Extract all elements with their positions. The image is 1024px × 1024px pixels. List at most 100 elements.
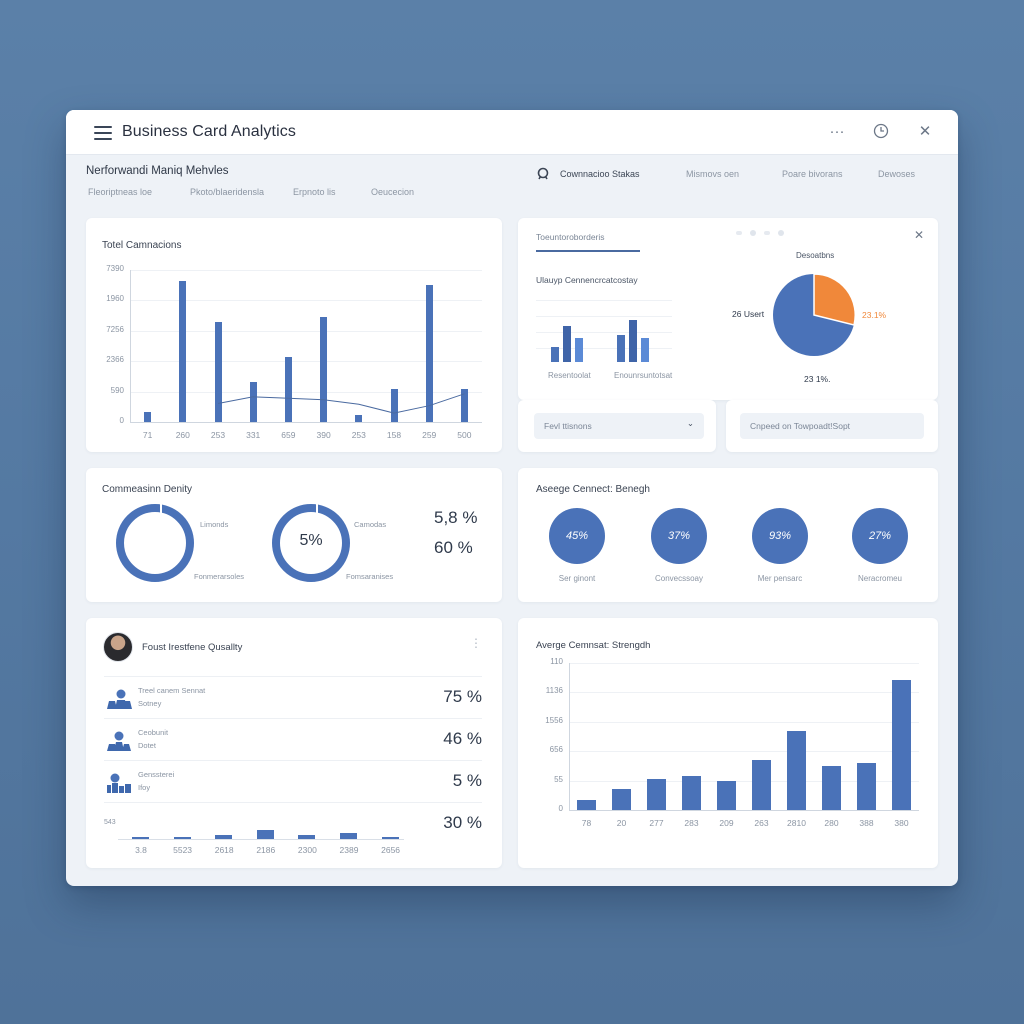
gridline	[569, 751, 919, 753]
card-subtitle: Ulauyp Cennencrcatcostay	[536, 275, 638, 285]
x-axis-label: 2656	[381, 845, 401, 855]
y-axis-label: 110	[550, 657, 563, 666]
bar	[752, 759, 771, 810]
y-axis-label: 590	[110, 385, 124, 395]
bar	[425, 284, 433, 422]
donut-chart	[116, 503, 194, 582]
tab-item[interactable]: Erpnoto lis	[293, 187, 336, 197]
card-title: Aseege Cennect: Benegh	[536, 484, 650, 495]
close-icon[interactable]: ✕	[913, 228, 924, 242]
users-icon	[107, 689, 132, 709]
y-axis	[569, 663, 570, 810]
chevron-down-icon: ⌄	[686, 418, 694, 428]
x-axis-label: 253	[210, 430, 226, 440]
pie-right-label: 23.1%	[862, 310, 887, 320]
team-chart-icon	[107, 773, 131, 793]
x-axis-label: 2300	[297, 845, 317, 855]
text-input[interactable]: Cnpeed on Towpoadt!Sopt	[740, 413, 924, 439]
filter-select[interactable]: Fevl ttisnons ⌄	[534, 413, 704, 439]
donut-center-value: 5%	[299, 532, 323, 549]
tab-item[interactable]: Mismovs oen	[686, 169, 740, 179]
x-axis-label: 283	[684, 818, 699, 828]
title-bar: Business Card Analytics ··· ✕	[66, 110, 958, 155]
x-axis-label: 209	[719, 818, 734, 828]
x-axis-label: 259	[422, 430, 437, 440]
donut-label: Fomsaranises	[346, 572, 394, 581]
x-axis-label: 280	[824, 818, 839, 828]
x-axis-label: 263	[754, 818, 769, 828]
list-item[interactable]: Treel canem Sennat Sotney 75 %	[104, 676, 482, 718]
stat-label: Ser ginont	[558, 574, 596, 583]
input-card: Cnpeed on Towpoadt!Sopt	[726, 400, 938, 452]
mini-chart-row: 543 30 % 3.8 5523 2618 2186 2300 2389 2656	[104, 802, 482, 855]
bar	[390, 388, 398, 422]
pie-chart	[773, 273, 856, 356]
card-title: Foust Irestfene Qusallty	[142, 642, 243, 653]
gridline	[130, 330, 482, 332]
kebab-menu-icon[interactable]: ⋮	[470, 636, 482, 650]
bar	[612, 789, 631, 810]
y-axis	[130, 270, 131, 422]
row-subtitle: Ifoy	[138, 783, 151, 792]
donut-label: Fonmerarsoles	[194, 572, 245, 581]
row-subtitle: Sotney	[138, 699, 162, 708]
x-axis-label: 390	[316, 430, 331, 440]
bar	[249, 381, 257, 422]
card-title: Totel Camnacions	[102, 240, 182, 251]
card-tab-label[interactable]: Toeuntoroborderis	[536, 232, 605, 242]
more-icon[interactable]: ···	[829, 122, 845, 140]
bar	[340, 833, 357, 839]
list-item[interactable]: Genssterei Ifoy 5 %	[104, 760, 482, 802]
x-axis-label: 5523	[173, 845, 193, 855]
x-axis-label: 71	[142, 430, 153, 440]
pie-bottom-label: 23 1%.	[804, 374, 831, 384]
row-title: Treel canem Sennat	[138, 686, 206, 695]
menu-icon[interactable]	[94, 126, 112, 140]
stat-label: Mer pensarc	[757, 574, 803, 583]
x-axis-label: 158	[386, 430, 402, 440]
gridline	[130, 361, 482, 363]
bar	[551, 347, 559, 362]
x-axis-label: 2810	[787, 818, 806, 828]
x-axis-label: 659	[281, 430, 296, 440]
x-axis-label: 78	[581, 818, 592, 828]
tab-item[interactable]: Poare bivorans	[782, 169, 843, 179]
x-axis	[569, 810, 919, 811]
x-axis-label: 388	[859, 818, 874, 828]
donut-label: Camodas	[354, 520, 387, 529]
bar	[284, 357, 292, 422]
bar	[647, 778, 666, 810]
y-axis-label: 2366	[106, 355, 124, 365]
tab-item[interactable]: Oeucecion	[371, 187, 415, 197]
bar	[381, 837, 399, 839]
avatar[interactable]	[103, 632, 133, 662]
avg-connect-strength-card: Averge Cemnsat: Strengdh 0 55 656 1556 1136 1…	[518, 618, 938, 868]
bar	[256, 830, 274, 839]
row-percent: 75 %	[443, 687, 482, 706]
row-title: Ceobunit	[138, 728, 169, 737]
close-icon[interactable]: ✕	[918, 123, 932, 140]
bar	[641, 338, 649, 362]
clock-icon[interactable]	[872, 122, 890, 140]
bar	[355, 415, 363, 422]
bar	[460, 389, 468, 422]
tab-connection-status[interactable]: Cownnacioo Stakas	[560, 169, 640, 179]
bar	[215, 835, 233, 839]
bar	[298, 835, 316, 839]
filter-card: Fevl ttisnons ⌄	[518, 400, 716, 452]
x-axis-label: 3.8	[135, 845, 147, 855]
bar	[132, 837, 149, 839]
bar	[617, 335, 625, 362]
tab-item[interactable]: Fleoriptneas loe	[88, 187, 153, 197]
x-axis	[130, 422, 482, 423]
x-axis-label: 2186	[256, 845, 276, 855]
sub-header: Nerforwandi Maniq Mehvles Fleoriptneas l…	[66, 155, 958, 215]
tab-item[interactable]: Dewoses	[878, 169, 916, 179]
avg-connect-length-card: Aseege Cennect: Benegh 45% Ser ginont 37…	[518, 468, 938, 602]
list-item[interactable]: Ceobunit Dotet 46 %	[104, 718, 482, 760]
bar	[629, 320, 637, 362]
y-axis-label: 0	[558, 804, 563, 813]
bar	[320, 316, 328, 422]
tab-item[interactable]: Pkoto/blaeridensla	[190, 187, 265, 197]
x-axis-label: 277	[649, 818, 664, 828]
